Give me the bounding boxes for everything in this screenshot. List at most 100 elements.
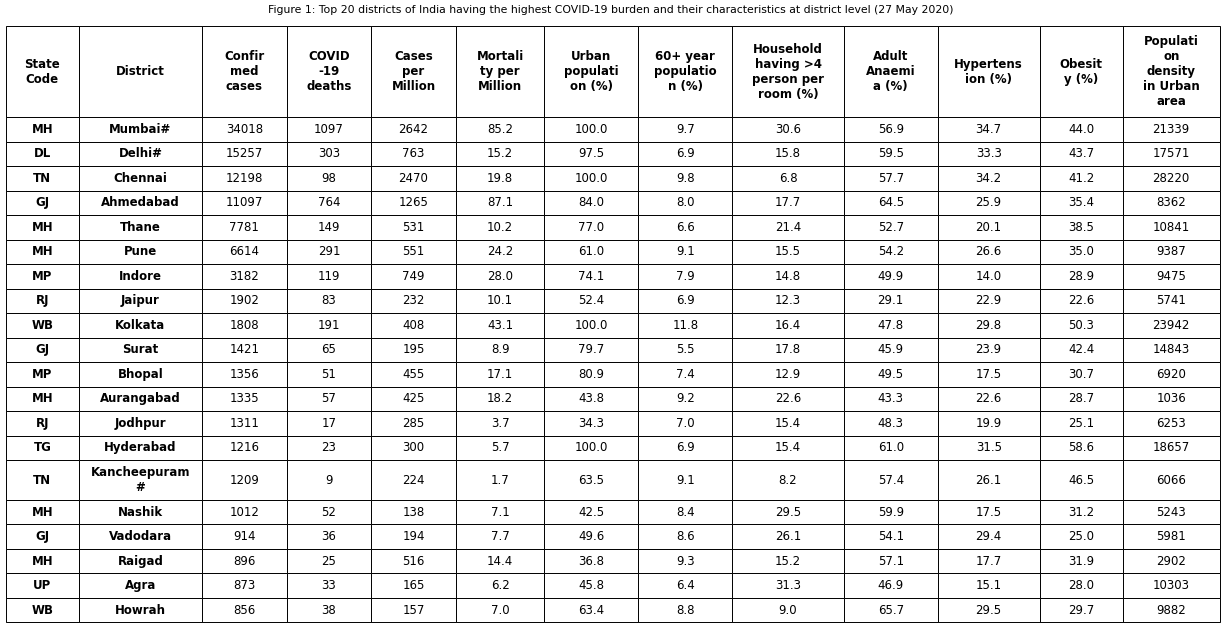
Text: 224: 224 [402, 474, 425, 486]
Bar [937, 289, 1040, 313]
Bar [843, 435, 937, 460]
Bar [1040, 117, 1123, 142]
Text: 45.8: 45.8 [578, 579, 605, 592]
Text: 20.1: 20.1 [975, 221, 1002, 234]
Bar [937, 524, 1040, 549]
Bar [287, 435, 371, 460]
Text: 33: 33 [321, 579, 336, 592]
Text: 1265: 1265 [398, 197, 429, 209]
Text: 63.5: 63.5 [578, 474, 605, 486]
Text: 100.0: 100.0 [574, 442, 609, 454]
Bar [287, 362, 371, 387]
Text: 749: 749 [402, 270, 425, 283]
Text: 12.3: 12.3 [775, 294, 802, 307]
Bar [371, 26, 456, 117]
Text: Ahmedabad: Ahmedabad [101, 197, 180, 209]
Bar [202, 573, 287, 598]
Text: Figure 1: Top 20 districts of India having the highest COVID-19 burden and their: Figure 1: Top 20 districts of India havi… [269, 5, 953, 15]
Text: 6.6: 6.6 [676, 221, 694, 234]
Text: 1421: 1421 [230, 343, 259, 357]
Bar [78, 598, 202, 622]
Text: Indore: Indore [119, 270, 161, 283]
Text: Aurangabad: Aurangabad [100, 392, 181, 405]
Bar [732, 598, 843, 622]
Bar [732, 549, 843, 573]
Bar [843, 362, 937, 387]
Bar [202, 598, 287, 622]
Bar [202, 166, 287, 191]
Text: 7781: 7781 [230, 221, 259, 234]
Bar [456, 117, 544, 142]
Bar [732, 215, 843, 239]
Bar [456, 264, 544, 289]
Text: Nashik: Nashik [117, 506, 163, 518]
Text: 8362: 8362 [1156, 197, 1187, 209]
Text: 6614: 6614 [230, 245, 259, 258]
Bar [78, 191, 202, 215]
Bar [78, 166, 202, 191]
Bar [1040, 215, 1123, 239]
Text: Urban
populati
on (%): Urban populati on (%) [565, 50, 618, 93]
Text: 23: 23 [321, 442, 336, 454]
Text: 18.2: 18.2 [488, 392, 513, 405]
Text: MH: MH [32, 392, 54, 405]
Bar [456, 215, 544, 239]
Bar [202, 524, 287, 549]
Text: 23.9: 23.9 [975, 343, 1002, 357]
Text: 455: 455 [402, 368, 424, 381]
Bar [78, 289, 202, 313]
Text: Kolkata: Kolkata [115, 319, 165, 332]
Bar [544, 313, 638, 338]
Text: 1311: 1311 [230, 417, 259, 430]
Text: 34.2: 34.2 [975, 172, 1002, 185]
Text: 77.0: 77.0 [578, 221, 605, 234]
Bar [287, 573, 371, 598]
Bar [732, 524, 843, 549]
Text: 157: 157 [402, 604, 425, 617]
Text: 9475: 9475 [1156, 270, 1187, 283]
Bar [287, 191, 371, 215]
Text: 6920: 6920 [1156, 368, 1187, 381]
Text: 19.9: 19.9 [975, 417, 1002, 430]
Text: 12.9: 12.9 [775, 368, 802, 381]
Text: 2902: 2902 [1156, 554, 1187, 568]
Text: 8.4: 8.4 [676, 506, 694, 518]
Text: 149: 149 [318, 221, 340, 234]
Bar [202, 387, 287, 411]
Bar [78, 239, 202, 264]
Text: GJ: GJ [35, 530, 49, 543]
Text: 15.1: 15.1 [975, 579, 1002, 592]
Text: 6066: 6066 [1156, 474, 1187, 486]
Text: 28.9: 28.9 [1068, 270, 1095, 283]
Text: 18657: 18657 [1152, 442, 1190, 454]
Bar [456, 338, 544, 362]
Text: 15257: 15257 [226, 147, 263, 161]
Text: 21339: 21339 [1152, 123, 1190, 136]
Text: Agra: Agra [125, 579, 156, 592]
Bar [937, 387, 1040, 411]
Bar [544, 598, 638, 622]
Text: MH: MH [32, 221, 54, 234]
Text: 21.4: 21.4 [775, 221, 802, 234]
Text: 60+ year
populatio
n (%): 60+ year populatio n (%) [654, 50, 716, 93]
Text: 12198: 12198 [226, 172, 263, 185]
Bar [843, 215, 937, 239]
Text: 49.5: 49.5 [877, 368, 904, 381]
Bar [6, 435, 78, 460]
Text: 9387: 9387 [1156, 245, 1187, 258]
Bar [843, 411, 937, 435]
Bar [638, 239, 732, 264]
Bar [78, 435, 202, 460]
Bar [937, 598, 1040, 622]
Text: 425: 425 [402, 392, 425, 405]
Bar [6, 362, 78, 387]
Text: Household
having >4
person per
room (%): Household having >4 person per room (%) [752, 43, 824, 101]
Text: 42.4: 42.4 [1068, 343, 1095, 357]
Text: WB: WB [32, 604, 54, 617]
Text: 44.0: 44.0 [1068, 123, 1095, 136]
Bar [638, 435, 732, 460]
Text: 7.7: 7.7 [491, 530, 510, 543]
Bar [1123, 460, 1220, 500]
Bar [937, 549, 1040, 573]
Text: 10.2: 10.2 [488, 221, 513, 234]
